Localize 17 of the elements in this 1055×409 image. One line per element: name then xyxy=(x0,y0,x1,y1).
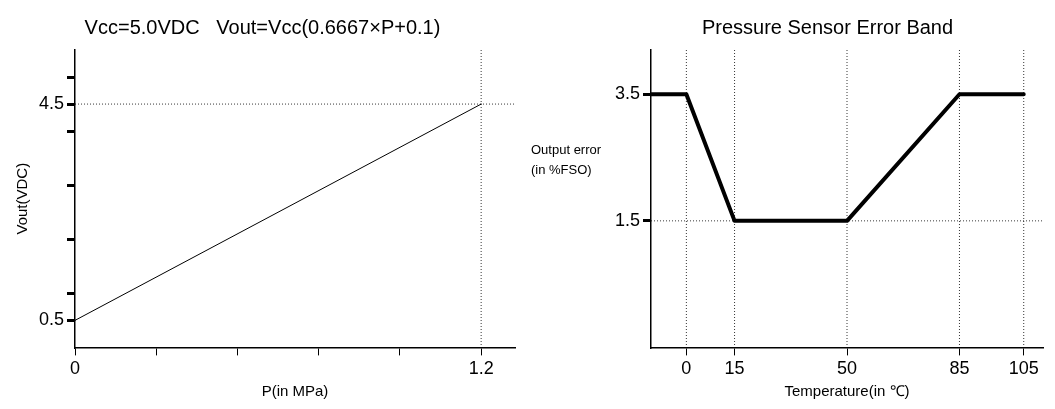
x-tick-label: 0 xyxy=(681,358,692,379)
y-tick-label: 4.5 xyxy=(38,93,65,114)
y-tick-label: 3.5 xyxy=(614,83,641,104)
x-tick-label: 15 xyxy=(724,358,745,379)
x-tick-label: 50 xyxy=(837,358,858,379)
x-tick-label: 105 xyxy=(1008,358,1039,379)
x-axis-title: Temperature(in ℃) xyxy=(784,382,910,400)
x-axis-title: P(in MPa) xyxy=(261,382,329,400)
y-tick-label: 1.5 xyxy=(614,209,641,230)
chart-title: Pressure Sensor Error Band xyxy=(701,15,954,38)
y-axis-title: Vout(VDC) xyxy=(13,162,31,235)
y-tick-label: 0.5 xyxy=(38,309,65,330)
y-axis-title: Output error (in %FSO) xyxy=(531,141,603,179)
x-tick-label: 85 xyxy=(949,358,970,379)
x-tick-label: 0 xyxy=(70,358,81,379)
chart-title: Vcc=5.0VDC Vout=Vcc(0.6667×P+0.1) xyxy=(84,15,441,38)
x-tick-label: 1.2 xyxy=(468,358,494,379)
